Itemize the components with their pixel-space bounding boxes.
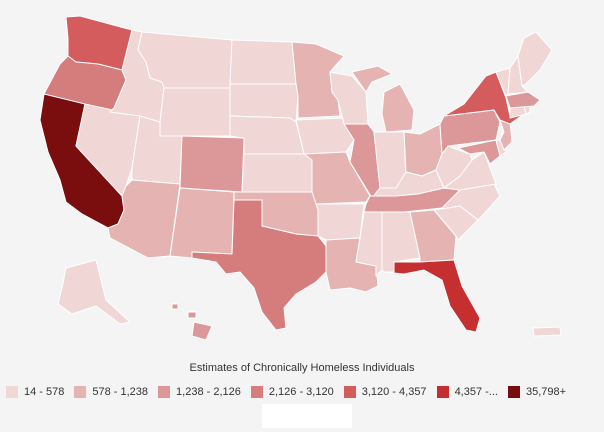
legend-swatch-3 bbox=[250, 386, 263, 398]
state-tx[interactable] bbox=[191, 199, 327, 331]
us-choropleth-map bbox=[39, 15, 562, 341]
legend: 14 - 578 578 - 1,238 1,238 - 2,126 2,126… bbox=[6, 382, 576, 402]
legend-label-6: 35,798+ bbox=[525, 386, 567, 398]
legend-item-5[interactable]: 4,357 -... bbox=[436, 386, 498, 398]
legend-swatch-5 bbox=[436, 386, 449, 398]
state-me[interactable] bbox=[517, 31, 553, 87]
legend-swatch-2 bbox=[158, 386, 171, 398]
legend-label-2: 1,238 - 2,126 bbox=[176, 386, 241, 398]
legend-label-1: 578 - 1,238 bbox=[92, 386, 149, 398]
legend-item-2[interactable]: 1,238 - 2,126 bbox=[158, 386, 241, 398]
legend-label-0: 14 - 578 bbox=[24, 386, 65, 398]
legend-swatch-1 bbox=[74, 386, 87, 398]
legend-item-1[interactable]: 578 - 1,238 bbox=[74, 386, 148, 398]
legend-swatch-4 bbox=[343, 386, 356, 398]
state-wy[interactable] bbox=[159, 87, 231, 137]
legend-title: Estimates of Chronically Homeless Indivi… bbox=[189, 362, 415, 374]
state-nd[interactable] bbox=[229, 39, 297, 85]
state-ia[interactable] bbox=[295, 117, 355, 155]
legend-item-0[interactable]: 14 - 578 bbox=[6, 386, 64, 398]
legend-swatch-6 bbox=[507, 386, 520, 398]
state-nh[interactable] bbox=[507, 55, 529, 95]
map-area bbox=[39, 15, 562, 341]
legend-label-3: 2,126 - 3,120 bbox=[268, 386, 334, 398]
state-hi[interactable] bbox=[171, 303, 213, 341]
state-ar[interactable] bbox=[315, 203, 365, 241]
legend-label-5: 4,357 -... bbox=[454, 386, 498, 398]
state-ak[interactable] bbox=[57, 259, 131, 325]
state-pr[interactable] bbox=[532, 326, 562, 337]
legend-item-3[interactable]: 2,126 - 3,120 bbox=[250, 386, 334, 398]
state-fl[interactable] bbox=[383, 259, 481, 333]
legend-item-6[interactable]: 35,798+ bbox=[507, 386, 567, 398]
state-nj[interactable] bbox=[499, 119, 513, 151]
legend-swatch-0 bbox=[6, 386, 18, 398]
state-co[interactable] bbox=[179, 135, 245, 193]
state-nm[interactable] bbox=[169, 187, 235, 259]
legend-item-4[interactable]: 3,120 - 4,357 bbox=[343, 386, 427, 398]
footer-blank-box bbox=[262, 404, 352, 428]
state-mo[interactable] bbox=[303, 151, 371, 205]
state-ks[interactable] bbox=[241, 153, 313, 193]
state-mi[interactable] bbox=[351, 65, 415, 133]
state-ma[interactable] bbox=[505, 91, 541, 109]
legend-label-4: 3,120 - 4,357 bbox=[361, 386, 427, 398]
